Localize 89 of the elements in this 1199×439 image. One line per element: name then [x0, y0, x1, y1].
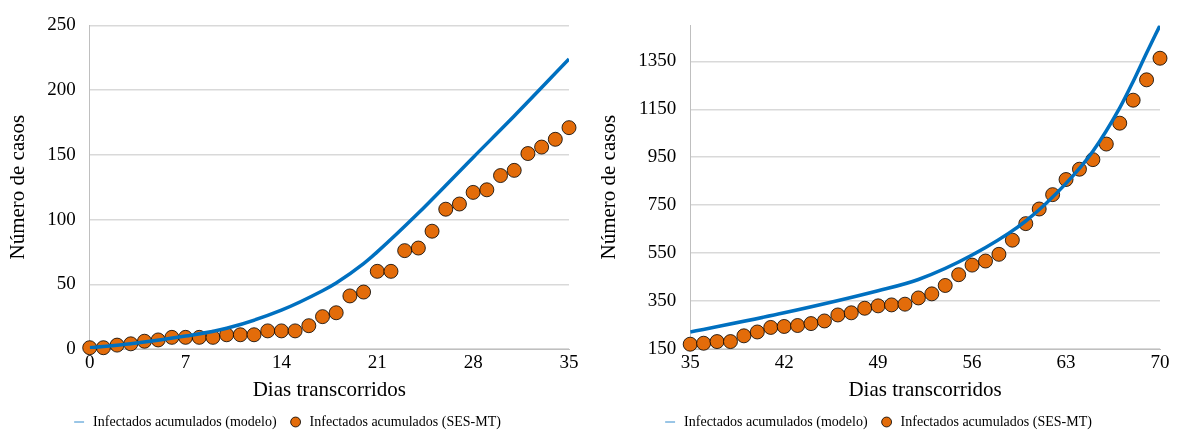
- y-axis-title: Número de casos: [596, 114, 621, 260]
- point: [817, 313, 832, 329]
- legend-label: Infectados acumulados (SES-MT): [900, 413, 1093, 430]
- x-tick-label: 56: [962, 351, 982, 373]
- point: [328, 305, 344, 321]
- point: [561, 120, 577, 136]
- point: [383, 263, 399, 279]
- point: [369, 263, 385, 279]
- point: [910, 290, 926, 306]
- point: [897, 296, 913, 312]
- point: [964, 257, 980, 273]
- point: [870, 298, 886, 314]
- point: [479, 182, 495, 198]
- point: [830, 307, 846, 323]
- x-axis-title: Dias transcorridos: [848, 376, 1002, 401]
- point: [723, 334, 738, 349]
- point: [232, 327, 248, 343]
- point: [790, 318, 805, 333]
- x-tick-label: 70: [1150, 351, 1170, 373]
- point: [1112, 115, 1128, 131]
- point: [749, 324, 765, 340]
- point: [696, 335, 712, 351]
- point: [397, 243, 413, 259]
- y-tick-label: 100: [47, 207, 76, 229]
- point: [274, 323, 289, 339]
- y-tick-label: 1350: [638, 49, 677, 71]
- point: [951, 267, 967, 283]
- y-tick-label: 200: [47, 78, 76, 100]
- point: [465, 184, 481, 200]
- x-tick-label: 35: [559, 351, 579, 373]
- point: [547, 131, 563, 147]
- point: [452, 196, 467, 212]
- point: [1152, 50, 1168, 66]
- y-tick-label: 550: [647, 241, 677, 263]
- point: [342, 288, 358, 304]
- point: [924, 286, 940, 302]
- point: [287, 323, 303, 339]
- y-tick-label: 1150: [638, 97, 677, 119]
- point: [857, 300, 873, 316]
- x-tick-label: 63: [1056, 351, 1076, 373]
- point: [424, 223, 440, 239]
- x-tick-label: 21: [367, 351, 387, 373]
- y-tick-label: 0: [66, 336, 76, 358]
- point: [356, 284, 371, 300]
- legend-label: Infectados acumulados (SES-MT): [309, 413, 502, 430]
- y-tick-label: 350: [647, 289, 677, 311]
- point: [520, 146, 536, 161]
- point: [493, 168, 508, 183]
- point: [991, 246, 1007, 262]
- y-tick-label: 750: [647, 193, 677, 215]
- point: [978, 253, 993, 269]
- legend-label: Infectados acumulados (modelo): [93, 413, 277, 430]
- y-axis-title: Número de casos: [5, 114, 30, 260]
- x-tick-label: 42: [774, 351, 794, 373]
- point: [776, 319, 792, 334]
- point: [709, 334, 725, 349]
- x-tick-label: 14: [271, 351, 292, 373]
- y-tick-label: 50: [56, 272, 76, 294]
- point: [1125, 92, 1141, 108]
- legend-label: Infectados acumulados (modelo): [684, 413, 868, 430]
- x-tick-label: 28: [463, 351, 483, 373]
- x-tick-label: 7: [180, 351, 191, 373]
- point: [1139, 72, 1154, 88]
- point: [1098, 136, 1114, 152]
- point: [246, 327, 262, 343]
- point: [534, 139, 550, 155]
- point: [803, 316, 819, 331]
- point: [682, 336, 698, 352]
- x-tick-label: 49: [868, 351, 888, 373]
- y-tick-label: 250: [47, 13, 76, 35]
- y-tick-label: 150: [47, 142, 76, 164]
- point: [884, 297, 899, 313]
- point: [843, 305, 859, 321]
- point: [315, 309, 330, 325]
- point: [506, 162, 522, 178]
- point: [301, 318, 317, 334]
- x-tick-label: 0: [84, 351, 95, 373]
- point: [1004, 232, 1020, 248]
- point: [410, 240, 426, 256]
- point: [438, 201, 454, 217]
- y-tick-label: 150: [647, 336, 677, 358]
- point: [260, 323, 276, 339]
- x-axis-title: Dias transcorridos: [252, 376, 407, 401]
- x-tick-label: 35: [680, 351, 700, 373]
- point: [736, 328, 752, 344]
- point: [763, 320, 779, 335]
- point: [937, 278, 953, 293]
- line-series: [690, 25, 1160, 334]
- y-tick-label: 950: [647, 145, 677, 167]
